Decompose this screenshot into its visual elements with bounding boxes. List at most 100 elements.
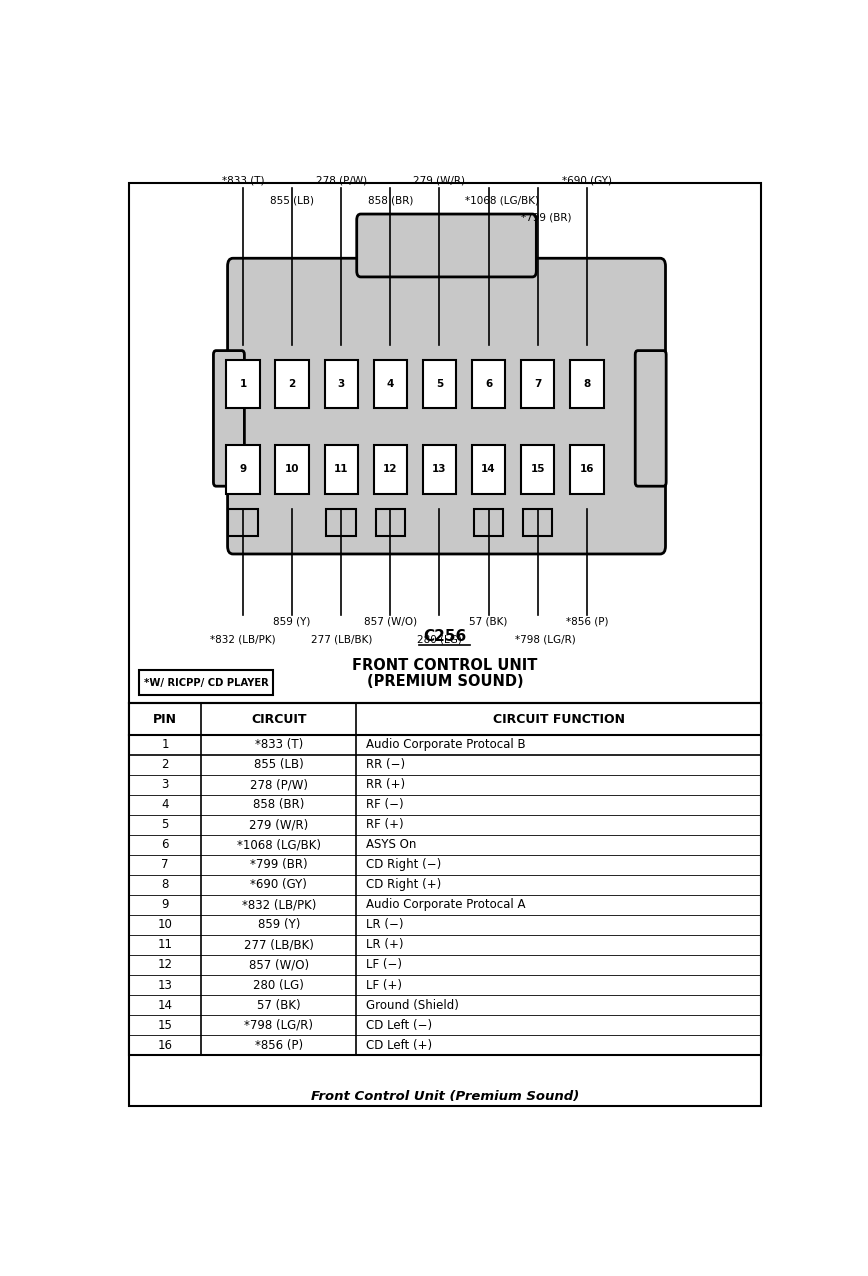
Text: LF (−): LF (−) — [366, 958, 403, 971]
Text: CD Left (+): CD Left (+) — [366, 1039, 432, 1051]
Text: CIRCUIT: CIRCUIT — [251, 712, 306, 726]
FancyBboxPatch shape — [635, 351, 666, 486]
Text: C256: C256 — [424, 629, 466, 644]
Bar — [128, 775, 761, 795]
Text: 857 (W/O): 857 (W/O) — [249, 958, 309, 971]
Text: 10: 10 — [285, 464, 299, 475]
Text: 15: 15 — [530, 464, 545, 475]
FancyBboxPatch shape — [227, 445, 260, 494]
Text: LR (−): LR (−) — [366, 919, 404, 931]
Text: (PREMIUM SOUND): (PREMIUM SOUND) — [366, 674, 523, 689]
Text: 279 (W/R): 279 (W/R) — [249, 818, 308, 832]
Bar — [128, 795, 761, 815]
Text: 855 (LB): 855 (LB) — [254, 758, 304, 771]
Text: 857 (W/O): 857 (W/O) — [364, 616, 417, 627]
Text: 7: 7 — [534, 379, 542, 389]
Bar — [523, 509, 552, 536]
Text: 57 (BK): 57 (BK) — [257, 999, 300, 1012]
Text: *833 (T): *833 (T) — [254, 739, 303, 752]
Bar — [128, 894, 761, 915]
Text: 6: 6 — [161, 838, 168, 851]
Text: Ground (Shield): Ground (Shield) — [366, 999, 459, 1012]
Text: *1068 (LG/BK): *1068 (LG/BK) — [465, 195, 539, 205]
Text: 57 (BK): 57 (BK) — [470, 616, 508, 627]
Text: 4: 4 — [386, 379, 394, 389]
FancyBboxPatch shape — [227, 360, 260, 408]
Text: 858 (BR): 858 (BR) — [368, 195, 413, 205]
FancyBboxPatch shape — [214, 351, 245, 486]
Text: 16: 16 — [580, 464, 594, 475]
Text: 16: 16 — [157, 1039, 173, 1051]
Bar — [128, 855, 761, 875]
Text: Audio Corporate Protocal A: Audio Corporate Protocal A — [366, 898, 526, 911]
Text: 9: 9 — [161, 898, 168, 911]
Text: 6: 6 — [485, 379, 492, 389]
Text: RF (+): RF (+) — [366, 818, 404, 832]
Text: *856 (P): *856 (P) — [255, 1039, 303, 1051]
FancyBboxPatch shape — [521, 360, 555, 408]
Text: *690 (GY): *690 (GY) — [562, 176, 612, 185]
Text: 859 (Y): 859 (Y) — [258, 919, 300, 931]
FancyBboxPatch shape — [325, 360, 358, 408]
Bar — [128, 975, 761, 995]
Text: 10: 10 — [158, 919, 173, 931]
Text: 14: 14 — [481, 464, 496, 475]
Text: CD Left (−): CD Left (−) — [366, 1018, 432, 1031]
Text: RR (−): RR (−) — [366, 758, 405, 771]
FancyBboxPatch shape — [373, 360, 407, 408]
Text: 277 (LB/BK): 277 (LB/BK) — [311, 634, 372, 644]
Text: *690 (GY): *690 (GY) — [251, 878, 307, 892]
Bar — [128, 1035, 761, 1055]
Bar — [128, 835, 761, 855]
Text: *798 (LG/R): *798 (LG/R) — [245, 1018, 313, 1031]
Bar — [128, 915, 761, 935]
Text: 2: 2 — [288, 379, 296, 389]
FancyBboxPatch shape — [357, 214, 536, 277]
Text: 280 (LG): 280 (LG) — [253, 979, 305, 991]
Text: *832 (LB/PK): *832 (LB/PK) — [241, 898, 316, 911]
Text: 7: 7 — [161, 859, 168, 872]
FancyBboxPatch shape — [570, 360, 603, 408]
Text: RF (−): RF (−) — [366, 799, 404, 812]
Bar — [128, 815, 761, 835]
Text: ASYS On: ASYS On — [366, 838, 417, 851]
Text: 13: 13 — [432, 464, 447, 475]
Text: PIN: PIN — [153, 712, 177, 726]
Bar — [128, 703, 761, 1055]
Text: 4: 4 — [161, 799, 168, 812]
Text: 3: 3 — [338, 379, 345, 389]
FancyBboxPatch shape — [423, 360, 457, 408]
Text: 5: 5 — [161, 818, 168, 832]
Text: 13: 13 — [158, 979, 173, 991]
FancyBboxPatch shape — [570, 445, 603, 494]
Text: CD Right (−): CD Right (−) — [366, 859, 442, 872]
Text: 11: 11 — [157, 938, 173, 952]
Bar — [128, 703, 761, 735]
FancyBboxPatch shape — [275, 445, 309, 494]
Text: 1: 1 — [240, 379, 247, 389]
FancyBboxPatch shape — [325, 445, 358, 494]
Text: 1: 1 — [161, 739, 168, 752]
FancyBboxPatch shape — [227, 258, 666, 554]
Text: 280 (LG): 280 (LG) — [417, 634, 462, 644]
Text: 9: 9 — [240, 464, 247, 475]
FancyBboxPatch shape — [275, 360, 309, 408]
Text: *798 (LG/R): *798 (LG/R) — [516, 634, 576, 644]
Text: 279 (W/R): 279 (W/R) — [413, 176, 465, 185]
Bar — [128, 995, 761, 1014]
Text: 2: 2 — [161, 758, 168, 771]
FancyBboxPatch shape — [373, 445, 407, 494]
Text: FRONT CONTROL UNIT: FRONT CONTROL UNIT — [352, 658, 537, 674]
Text: 8: 8 — [161, 878, 168, 892]
Bar — [474, 509, 503, 536]
Text: CD Right (+): CD Right (+) — [366, 878, 442, 892]
Text: 15: 15 — [158, 1018, 173, 1031]
Text: 278 (P/W): 278 (P/W) — [316, 176, 367, 185]
Text: 278 (P/W): 278 (P/W) — [250, 778, 308, 791]
Text: 11: 11 — [334, 464, 349, 475]
Text: CIRCUIT FUNCTION: CIRCUIT FUNCTION — [493, 712, 625, 726]
Bar — [128, 1014, 761, 1035]
Bar — [128, 954, 761, 975]
Text: *1068 (LG/BK): *1068 (LG/BK) — [237, 838, 321, 851]
Bar — [228, 509, 258, 536]
